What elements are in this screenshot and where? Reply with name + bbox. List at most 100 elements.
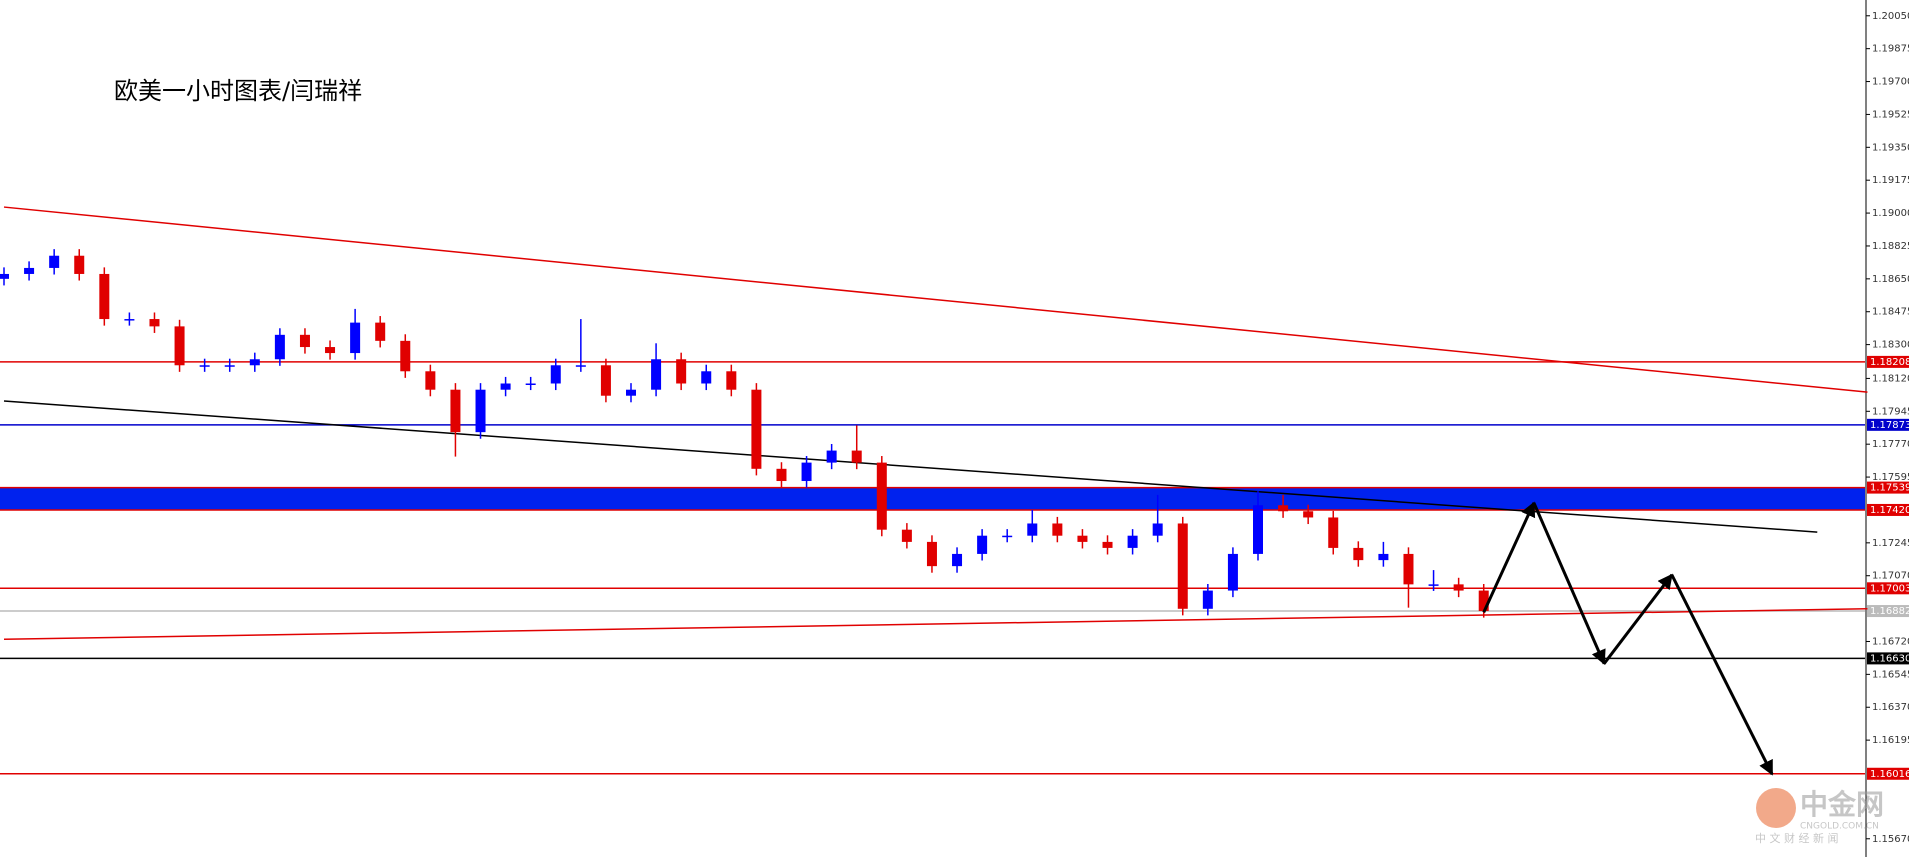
candle-body [901,529,912,542]
candle-body [701,371,712,384]
candle-body [224,365,235,367]
candle-body [174,326,185,366]
candle-body [49,255,60,268]
candle-body [1002,535,1013,538]
candle-body [0,273,9,279]
arrow [1532,502,1606,666]
y-tick-label: 1.20050 [1872,11,1909,22]
zone [0,487,1865,510]
candle-body [1202,590,1213,609]
candle-body [1403,553,1414,585]
candle-body [726,371,737,390]
y-tick-label: 1.17070 [1872,571,1909,582]
candle-body [24,267,35,274]
level-tag [1867,481,1909,494]
candle-body [500,383,511,390]
level-tag [1867,582,1909,595]
candle-body [1052,523,1063,536]
y-tick-label: 1.16370 [1872,702,1909,713]
candle-body [450,389,461,433]
candle-body [1177,523,1188,609]
trend-line [3,206,1868,393]
candle-body [926,541,937,567]
candle-body [299,334,310,348]
level-label: 1.18208 [1870,357,1909,368]
candle-body [626,389,636,396]
y-tick-label: 1.18650 [1872,274,1909,285]
level-tag [1867,355,1909,368]
arrow [1602,573,1674,665]
level-tag [1867,652,1909,665]
watermark: 中金网 CNGOLD.COM.CN 中 文 财 经 新 闻 [1755,788,1884,845]
y-tick-label: 1.17595 [1872,472,1909,483]
y-tick-label: 1.19350 [1872,142,1909,153]
candle-body [952,553,963,567]
candle-body [575,365,586,367]
candle-body [1478,590,1489,612]
candle-body [851,450,862,463]
candle-body [425,371,436,390]
candle-body [1253,505,1263,554]
candle-body [1453,584,1464,591]
candle-body [199,365,210,367]
candle-body [1077,535,1088,542]
y-tick-label: 1.18120 [1872,373,1909,384]
candle-body [274,334,285,360]
trend-line [3,400,1818,533]
arrow [1482,501,1536,613]
candle-body [876,462,887,530]
level-label: 1.16016 [1870,769,1909,780]
level-label: 1.16882 [1870,606,1909,617]
logo [1756,788,1796,828]
level-tag [1867,605,1909,618]
y-tick-label: 1.19000 [1872,208,1909,219]
level-tag [1867,767,1909,780]
y-tick-label: 1.19525 [1872,109,1909,120]
trend-line [3,608,1868,640]
candle-body [375,322,386,341]
level-label: 1.16630 [1870,653,1909,664]
y-tick-label: 1.16545 [1872,669,1909,680]
y-tick-label: 1.17945 [1872,406,1909,417]
candle-body [1027,523,1038,536]
watermark-slogan: 中 文 财 经 新 闻 [1755,831,1838,845]
watermark-site: CNGOLD.COM.CN [1800,822,1879,832]
arrow [1670,574,1774,776]
candle-body [325,347,336,354]
candle-body [1328,517,1339,548]
candle-body [751,389,762,469]
y-tick-label: 1.17245 [1872,538,1909,549]
level-label: 1.17539 [1870,483,1909,494]
candle-body [525,383,536,385]
candle-body [826,450,837,463]
candle-body [350,322,361,354]
level-tag [1867,418,1909,431]
candle-body [400,340,411,372]
level-label: 1.17420 [1870,505,1909,516]
candle-body [1227,553,1238,591]
level-label: 1.17873 [1870,420,1909,431]
candle-body [1428,584,1439,586]
candle-body [1353,547,1364,561]
candle-body [600,365,611,396]
candle-body [550,365,561,384]
candle-body [1102,541,1113,548]
candle-body [74,255,85,274]
candle-body [249,359,260,366]
y-tick-label: 1.16720 [1872,636,1909,647]
y-tick-label: 1.15670 [1872,834,1909,845]
candle-body [1127,535,1138,548]
candle-body [651,359,662,390]
candle-body [676,359,687,384]
y-tick-label: 1.19700 [1872,77,1909,88]
y-tick-label: 1.18475 [1872,307,1909,318]
candle-body [1303,511,1314,518]
y-tick-label: 1.19175 [1872,175,1909,186]
candle-body [801,462,812,482]
candle-body [776,468,787,482]
candle-body [977,535,988,554]
candle-body [99,273,110,320]
candle-body [1152,523,1163,536]
